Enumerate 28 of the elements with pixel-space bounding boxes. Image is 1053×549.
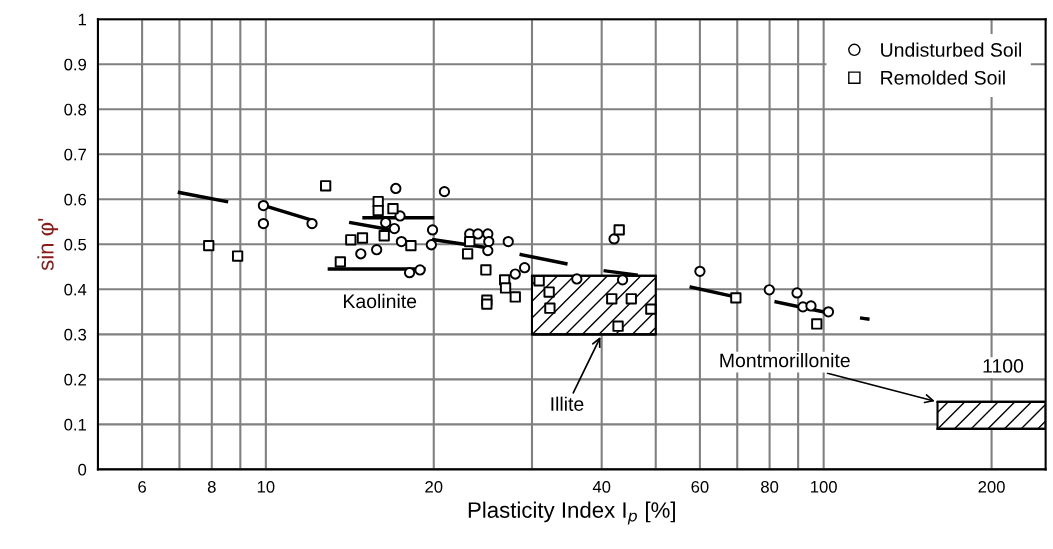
annotation: Kaolinite [344, 293, 417, 309]
x-tick-label: 100 [811, 480, 837, 493]
y-tick-label: 0.2 [64, 373, 86, 386]
x-tick-label: 8 [207, 480, 216, 493]
y-tick-label: 0.1 [64, 418, 87, 431]
y-tick-label: 0 [78, 463, 87, 476]
annotation: 1100 [983, 359, 1024, 373]
x-tick-label: 200 [978, 480, 1005, 493]
y-axis-title: sin φ' [37, 218, 59, 271]
y-tick-label: 0.6 [64, 193, 87, 206]
legend-label: Undisturbed Soil [881, 42, 1021, 57]
y-tick-label: 0.9 [64, 58, 87, 71]
x-tick-label: 10 [257, 480, 275, 493]
x-tick-label: 60 [691, 480, 709, 493]
y-tick-label: 0.7 [64, 148, 86, 161]
x-tick-label: 80 [761, 480, 779, 493]
annotation: Illite [551, 396, 584, 411]
y-tick-label: 0.3 [64, 328, 87, 341]
x-axis-title: Plasticity Index I$_{p}$ [%] [468, 501, 675, 525]
y-tick-label: 0.8 [64, 103, 87, 116]
x-tick-label: 20 [425, 480, 443, 493]
y-tick-label: 1 [78, 13, 87, 26]
y-tick-label: 0.5 [64, 238, 87, 251]
legend-label: Remolded Soil [881, 70, 1005, 85]
y-tick-label: 0.4 [64, 283, 87, 296]
x-tick-label: 40 [592, 480, 611, 493]
x-tick-label: 6 [138, 480, 146, 493]
annotation: Montmorillonite [720, 353, 850, 368]
